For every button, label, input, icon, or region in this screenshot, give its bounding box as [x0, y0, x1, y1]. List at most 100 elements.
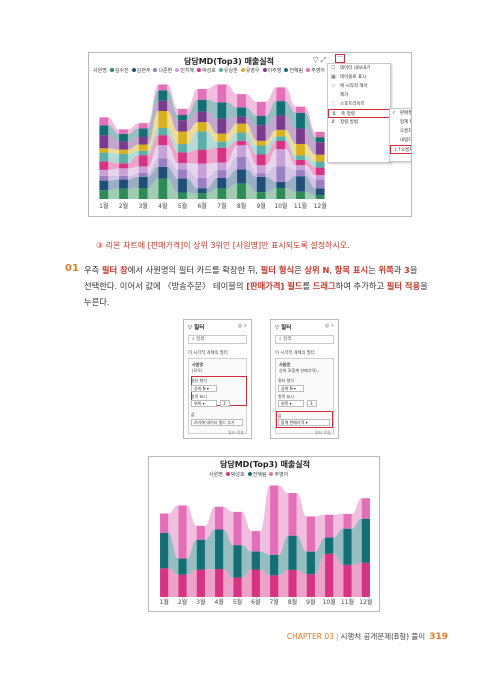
menu-item[interactable]: ✓ 판매월 — [390, 109, 411, 118]
ribbon-bar-segment[interactable] — [178, 120, 187, 132]
ribbon-bar-segment[interactable] — [197, 149, 207, 164]
ribbon-bar-segment[interactable] — [217, 170, 227, 178]
apply-filter-button[interactable]: 필터 적용 — [315, 430, 331, 435]
ribbon-bar-segment[interactable] — [343, 564, 352, 597]
ribbon-bar-segment[interactable] — [215, 569, 224, 597]
ribbon-bar-segment[interactable] — [276, 166, 286, 182]
ribbon-bar-segment[interactable] — [119, 129, 128, 134]
ribbon-bar-segment[interactable] — [197, 163, 207, 178]
ribbon-bar-segment[interactable] — [158, 158, 168, 167]
ribbon-bar-segment[interactable] — [276, 149, 286, 167]
ribbon-bar-segment[interactable] — [288, 569, 297, 597]
ribbon-bar-segment[interactable] — [256, 140, 266, 146]
ribbon-bar-segment[interactable] — [251, 551, 260, 570]
ribbon-bar-segment[interactable] — [138, 128, 148, 137]
ribbon-bar-segment[interactable] — [288, 535, 297, 570]
ribbon-bar-segment[interactable] — [158, 166, 168, 179]
ribbon-bar-segment[interactable] — [160, 513, 169, 533]
legend-item[interactable]: 주영아 — [311, 68, 325, 74]
ribbon-bar-segment[interactable] — [217, 118, 227, 134]
ribbon-bar-segment[interactable] — [138, 150, 148, 156]
menu-item[interactable]: ↓↑오름차순 정렬 — [390, 145, 411, 154]
ribbon-bar-segment[interactable] — [276, 129, 286, 137]
ribbon-bar-segment[interactable] — [197, 177, 207, 189]
ribbon-bar-segment[interactable] — [315, 188, 325, 195]
ribbon-bar-segment[interactable] — [119, 141, 128, 150]
ribbon-bar-segment[interactable] — [99, 180, 109, 191]
ribbon-bar-segment[interactable] — [178, 192, 187, 199]
ribbon-bar-segment[interactable] — [237, 132, 246, 141]
ribbon-bar-segment[interactable] — [217, 177, 227, 189]
ribbon-bar-segment[interactable] — [158, 111, 168, 128]
legend-item[interactable]: 박성호 — [202, 68, 216, 74]
ribbon-bar-segment[interactable] — [325, 553, 334, 597]
ribbon-bar-segment[interactable] — [325, 537, 334, 554]
ribbon-bar-segment[interactable] — [178, 144, 187, 153]
ribbon-bar-segment[interactable] — [343, 528, 352, 565]
ribbon-bar-segment[interactable] — [315, 167, 325, 176]
ribbon-bar-segment[interactable] — [256, 115, 266, 126]
pane-collapse-icon[interactable]: ◎ » — [324, 323, 334, 329]
ribbon-bar-segment[interactable] — [296, 155, 305, 160]
show-items-direction-select[interactable]: 위쪽 ▾ — [191, 400, 217, 407]
ribbon-bar-segment[interactable] — [158, 84, 168, 91]
ribbon-bar-segment[interactable] — [178, 178, 187, 193]
ribbon-bar-segment[interactable] — [138, 144, 148, 151]
ribbon-bar-segment[interactable] — [237, 183, 246, 199]
ribbon-bar-segment[interactable] — [178, 574, 187, 597]
ribbon-bar-segment[interactable] — [138, 155, 148, 167]
ribbon-bar-segment[interactable] — [138, 123, 148, 129]
ribbon-bar-segment[interactable] — [99, 117, 109, 126]
menu-item[interactable]: 내림차순 정렬 — [390, 136, 411, 145]
pane-collapse-icon[interactable]: ◎ » — [237, 323, 247, 329]
ribbon-bar-segment[interactable] — [256, 192, 266, 199]
ribbon-bar-segment[interactable] — [215, 529, 224, 570]
ribbon-bar-segment[interactable] — [178, 163, 187, 170]
ribbon-bar-segment[interactable] — [315, 179, 325, 189]
legend-item[interactable]: 유상훈 — [223, 68, 238, 74]
filter-focus-icons[interactable]: ▽ ⤢ — [313, 56, 327, 64]
menu-item[interactable]: ☐ 데이터 내보내기 — [328, 64, 390, 73]
ribbon-bar-segment[interactable] — [256, 165, 266, 174]
ribbon-bar-segment[interactable] — [119, 163, 128, 169]
show-items-count-input[interactable]: 3 — [220, 400, 230, 407]
ribbon-bar-segment[interactable] — [237, 94, 246, 108]
apply-filter-button[interactable]: 필터 적용 — [228, 430, 244, 435]
ribbon-bar-segment[interactable] — [270, 554, 279, 576]
ribbon-bar-segment[interactable] — [288, 493, 297, 536]
ribbon-bar-segment[interactable] — [237, 169, 246, 184]
ribbon-bar-segment[interactable] — [178, 115, 187, 121]
legend-item[interactable]: 민지혜 — [180, 68, 195, 74]
ribbon-bar-segment[interactable] — [237, 116, 246, 124]
value-drop-zone[interactable]: 여기에 데이터 필드 추가 — [191, 419, 243, 426]
ribbon-bar-segment[interactable] — [196, 525, 205, 540]
ribbon-bar-segment[interactable] — [315, 194, 325, 199]
ribbon-bar-segment[interactable] — [178, 558, 187, 575]
ribbon-bar-segment[interactable] — [197, 193, 207, 199]
legend-item[interactable]: 전혜림 — [252, 472, 267, 478]
ribbon-bar-segment[interactable] — [237, 140, 246, 146]
ribbon-bar-segment[interactable] — [99, 148, 109, 153]
ribbon-bar-segment[interactable] — [233, 511, 242, 546]
menu-item[interactable]: ☆ 에 시작적 해석 — [328, 82, 390, 91]
ribbon-bar-segment[interactable] — [237, 156, 246, 170]
ribbon-bar-segment[interactable] — [119, 153, 128, 164]
ribbon-bar-segment[interactable] — [237, 123, 246, 133]
ribbon-bar-segment[interactable] — [233, 577, 242, 597]
ribbon-bar-segment[interactable] — [325, 514, 334, 538]
ribbon-bar-segment[interactable] — [315, 142, 325, 155]
show-items-direction-select[interactable]: 위쪽 ▾ — [278, 400, 304, 407]
ribbon-bar-segment[interactable] — [361, 518, 370, 563]
ribbon-bar-segment[interactable] — [217, 147, 227, 163]
ribbon-bar-segment[interactable] — [138, 172, 148, 177]
filter-type-select[interactable]: 상위 N ▾ — [191, 385, 217, 392]
ribbon-bar-segment[interactable] — [315, 131, 325, 138]
ribbon-bar-segment[interactable] — [361, 562, 370, 597]
ribbon-bar-segment[interactable] — [256, 173, 266, 177]
ribbon-bar-segment[interactable] — [178, 169, 187, 179]
ribbon-bar-segment[interactable] — [119, 168, 128, 176]
ribbon-bar-segment[interactable] — [197, 99, 207, 112]
ribbon-bar-segment[interactable] — [138, 166, 148, 173]
ribbon-bar-segment[interactable] — [217, 162, 227, 171]
ribbon-bar-segment[interactable] — [256, 154, 266, 166]
